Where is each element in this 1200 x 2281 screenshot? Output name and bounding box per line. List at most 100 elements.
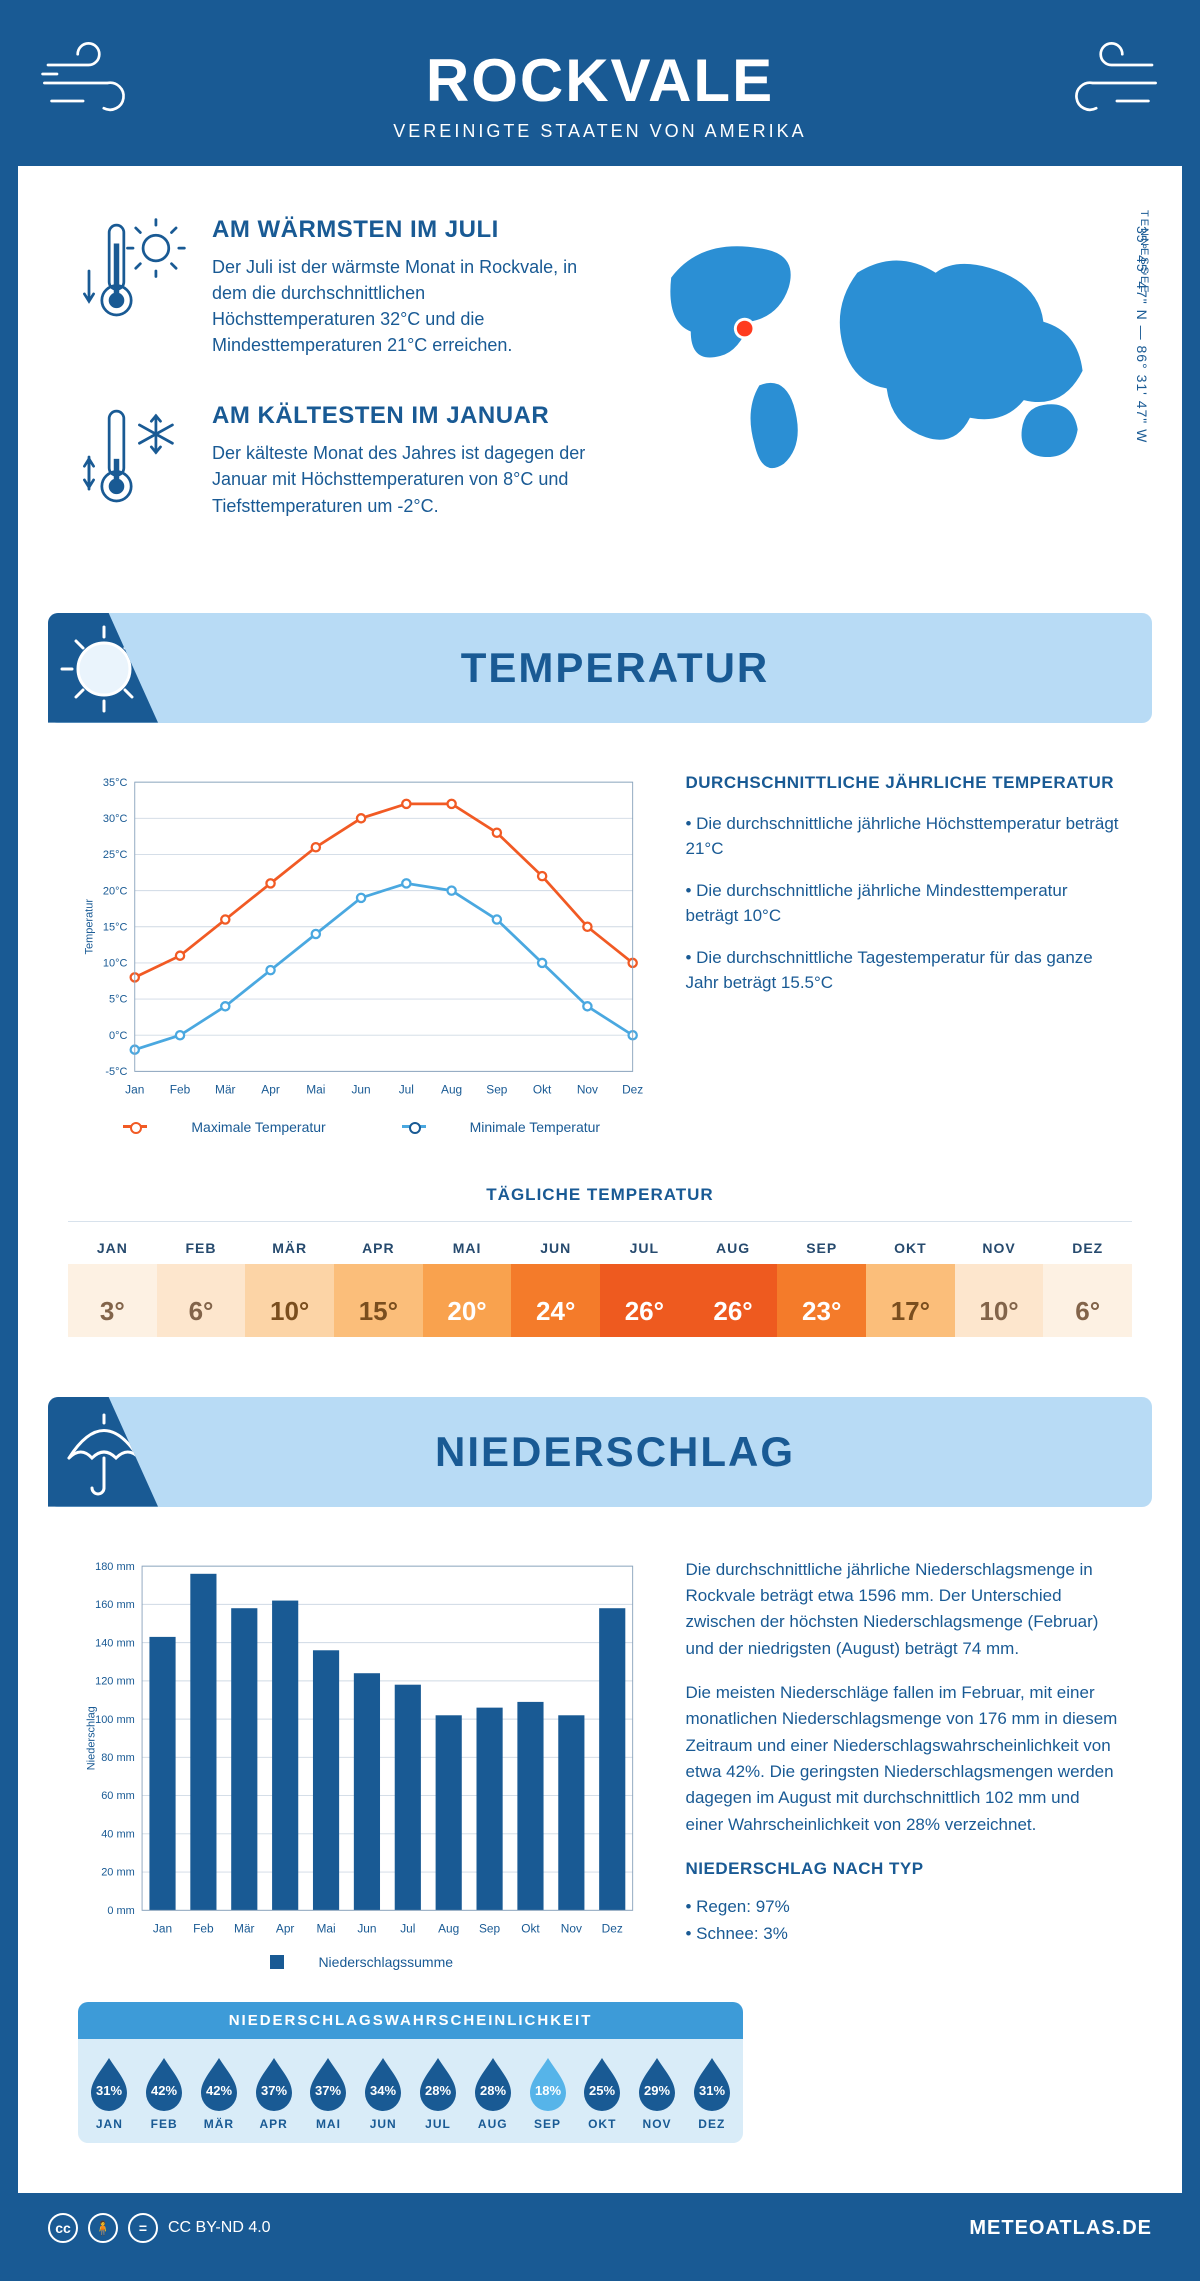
svg-text:Jun: Jun [351,1082,370,1096]
daily-temp-cell: AUG26° [689,1222,778,1337]
svg-text:25%: 25% [589,2083,615,2098]
svg-text:Jul: Jul [399,1082,414,1096]
footer: cc 🧍 = CC BY-ND 4.0 METEOATLAS.DE [18,2193,1182,2263]
daily-temp-cell: MAI20° [423,1222,512,1337]
svg-text:37%: 37% [315,2083,341,2098]
precip-prob-drop: 31%DEZ [686,2055,737,2131]
daily-temp-cell: JUN24° [511,1222,600,1337]
svg-text:Temperatur: Temperatur [84,898,96,954]
thermometer-sun-icon [78,216,188,326]
cc-icon: cc [48,2213,78,2243]
svg-text:0 mm: 0 mm [107,1905,134,1917]
precip-text-1: Die durchschnittliche jährliche Niedersc… [685,1557,1122,1662]
svg-text:Mär: Mär [234,1921,254,1935]
warmest-title: AM WÄRMSTEN IM JULI [212,216,592,244]
svg-text:Mai: Mai [306,1082,325,1096]
svg-text:60 mm: 60 mm [101,1790,135,1802]
daily-temp-table: JAN3°FEB6°MÄR10°APR15°MAI20°JUN24°JUL26°… [68,1221,1132,1337]
precip-prob-drop: 28%JUL [413,2055,464,2131]
svg-text:Dez: Dez [602,1921,623,1935]
precip-prob-drop: 29%NOV [632,2055,683,2131]
precip-probability-box: NIEDERSCHLAGSWAHRSCHEINLICHKEIT 31%JAN42… [78,2002,743,2143]
svg-text:42%: 42% [151,2083,177,2098]
daily-temp-cell: APR15° [334,1222,423,1337]
license: cc 🧍 = CC BY-ND 4.0 [48,2213,271,2243]
svg-text:Mai: Mai [316,1921,335,1935]
svg-text:Jun: Jun [357,1921,376,1935]
svg-text:Okt: Okt [533,1082,552,1096]
summary-row: AM WÄRMSTEN IM JULI Der Juli ist der wär… [18,166,1182,603]
page-subtitle: VEREINIGTE STAATEN VON AMERIKA [38,121,1162,142]
precip-chart-legend: Niederschlagssumme [78,1954,645,1972]
svg-text:30°C: 30°C [103,813,128,825]
svg-text:40 mm: 40 mm [101,1828,135,1840]
coldest-text: Der kälteste Monat des Jahres ist dagege… [212,440,592,518]
svg-text:140 mm: 140 mm [95,1637,135,1649]
precipitation-banner: NIEDERSCHLAG [48,1397,1152,1507]
avg-bullet: • Die durchschnittliche jährliche Höchst… [685,811,1122,862]
svg-text:35°C: 35°C [103,776,128,788]
daily-temp-cell: DEZ6° [1043,1222,1132,1337]
precip-prob-drop: 18%SEP [522,2055,573,2131]
precipitation-summary: Die durchschnittliche jährliche Niedersc… [685,1557,1122,1972]
svg-text:Sep: Sep [479,1921,501,1935]
svg-text:180 mm: 180 mm [95,1560,135,1572]
temperature-line-chart: -5°C0°C5°C10°C15°C20°C25°C30°C35°CJanFeb… [78,773,645,1135]
daily-temp-cell: NOV10° [955,1222,1044,1337]
brand: METEOATLAS.DE [969,2217,1152,2240]
svg-text:0°C: 0°C [109,1030,127,1042]
svg-text:25°C: 25°C [103,849,128,861]
svg-text:100 mm: 100 mm [95,1713,135,1725]
daily-temp-cell: FEB6° [157,1222,246,1337]
coldest-fact: AM KÄLTESTEN IM JANUAR Der kälteste Mona… [78,402,592,518]
svg-text:Aug: Aug [438,1921,459,1935]
nd-icon: = [128,2213,158,2243]
svg-text:20°C: 20°C [103,885,128,897]
precipitation-bar-chart: 0 mm20 mm40 mm60 mm80 mm100 mm120 mm140 … [78,1557,645,1972]
precip-prob-drop: 37%APR [248,2055,299,2131]
svg-text:Okt: Okt [521,1921,540,1935]
svg-text:120 mm: 120 mm [95,1675,135,1687]
by-icon: 🧍 [88,2213,118,2243]
svg-text:-5°C: -5°C [105,1066,127,1078]
daily-temp-title: TÄGLICHE TEMPERATUR [18,1185,1182,1205]
precip-prob-drop: 31%JAN [84,2055,135,2131]
precip-prob-drop: 42%MÄR [194,2055,245,2131]
wind-icon [1052,38,1162,128]
svg-text:80 mm: 80 mm [101,1752,135,1764]
svg-text:Aug: Aug [441,1082,462,1096]
avg-temp-title: DURCHSCHNITTLICHE JÄHRLICHE TEMPERATUR [685,773,1122,793]
svg-text:31%: 31% [96,2083,122,2098]
svg-text:31%: 31% [699,2083,725,2098]
svg-text:Apr: Apr [261,1082,280,1096]
precip-prob-drop: 37%MAI [303,2055,354,2131]
svg-text:15°C: 15°C [103,921,128,933]
svg-text:29%: 29% [644,2083,670,2098]
temperature-averages: DURCHSCHNITTLICHE JÄHRLICHE TEMPERATUR •… [685,773,1122,1135]
avg-bullet: • Die durchschnittliche jährliche Mindes… [685,878,1122,929]
coordinates: 35° 45' 47" N — 86° 31' 47" W [1134,226,1150,443]
precip-prob-drop: 28%AUG [467,2055,518,2131]
precip-prob-drop: 25%OKT [577,2055,628,2131]
thermometer-snow-icon [78,402,188,512]
svg-text:Jan: Jan [125,1082,144,1096]
svg-text:34%: 34% [370,2083,396,2098]
coldest-title: AM KÄLTESTEN IM JANUAR [212,402,592,430]
temperature-banner: TEMPERATUR [48,613,1152,723]
wind-icon [38,38,148,128]
svg-text:Mär: Mär [215,1082,235,1096]
precip-prob-title: NIEDERSCHLAGSWAHRSCHEINLICHKEIT [78,2002,743,2039]
daily-temp-cell: JUL26° [600,1222,689,1337]
page-title: ROCKVALE [38,46,1162,115]
daily-temp-cell: OKT17° [866,1222,955,1337]
precip-prob-drop: 34%JUN [358,2055,409,2131]
svg-text:5°C: 5°C [109,993,127,1005]
daily-temp-cell: MÄR10° [245,1222,334,1337]
precip-type-item: • Regen: 97% [685,1894,1122,1920]
precip-prob-drop: 42%FEB [139,2055,190,2131]
svg-text:18%: 18% [534,2083,560,2098]
svg-text:Feb: Feb [170,1082,191,1096]
svg-text:Niederschlag: Niederschlag [85,1706,97,1770]
daily-temp-cell: SEP23° [777,1222,866,1337]
svg-text:Nov: Nov [561,1921,582,1935]
